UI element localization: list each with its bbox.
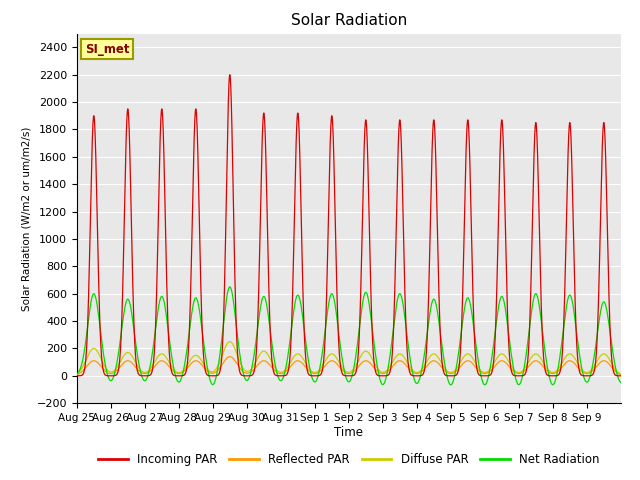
X-axis label: Time: Time <box>334 426 364 439</box>
Title: Solar Radiation: Solar Radiation <box>291 13 407 28</box>
Y-axis label: Solar Radiation (W/m2 or um/m2/s): Solar Radiation (W/m2 or um/m2/s) <box>21 126 31 311</box>
Text: SI_met: SI_met <box>85 43 129 56</box>
Legend: Incoming PAR, Reflected PAR, Diffuse PAR, Net Radiation: Incoming PAR, Reflected PAR, Diffuse PAR… <box>93 449 604 471</box>
